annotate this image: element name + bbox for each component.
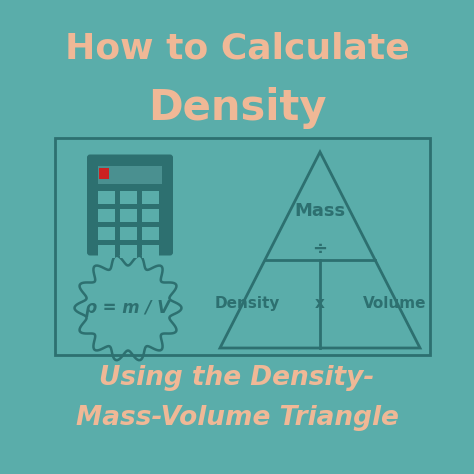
Bar: [142, 245, 159, 257]
Text: ÷: ÷: [312, 240, 328, 258]
Bar: [98, 165, 162, 183]
Bar: [120, 245, 137, 257]
Bar: [98, 191, 115, 203]
Bar: [142, 227, 159, 239]
FancyBboxPatch shape: [87, 155, 173, 255]
Text: Mass-Volume Triangle: Mass-Volume Triangle: [75, 405, 399, 431]
Bar: [142, 209, 159, 221]
Text: x: x: [315, 296, 325, 311]
Bar: [142, 191, 159, 203]
Bar: [55, 138, 430, 355]
Text: Density: Density: [214, 296, 280, 311]
Bar: [98, 209, 115, 221]
Bar: [120, 191, 137, 203]
Bar: [99, 167, 109, 179]
Text: ρ = m / V: ρ = m / V: [85, 299, 171, 317]
Text: Volume: Volume: [363, 296, 427, 311]
Bar: [120, 227, 137, 239]
Bar: [98, 245, 115, 257]
Bar: [120, 209, 137, 221]
Text: Density: Density: [148, 87, 326, 129]
Bar: [98, 227, 115, 239]
Text: Using the Density-: Using the Density-: [100, 365, 374, 391]
Text: How to Calculate: How to Calculate: [64, 31, 410, 65]
Text: Mass: Mass: [294, 202, 346, 220]
